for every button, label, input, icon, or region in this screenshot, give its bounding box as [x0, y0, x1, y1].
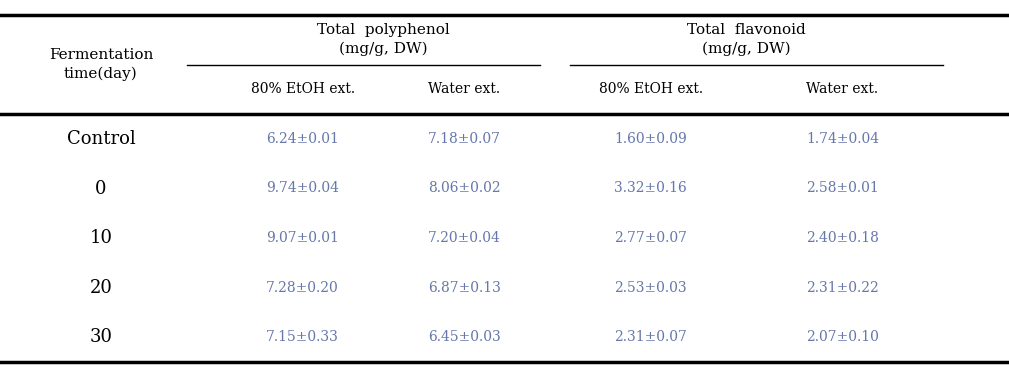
Text: 80% EtOH ext.: 80% EtOH ext. — [598, 83, 703, 97]
Text: Water ext.: Water ext. — [428, 83, 500, 97]
Text: 80% EtOH ext.: 80% EtOH ext. — [250, 83, 355, 97]
Text: Fermentation
time(day): Fermentation time(day) — [48, 48, 153, 81]
Text: 6.45±0.03: 6.45±0.03 — [428, 330, 500, 344]
Text: 2.31±0.22: 2.31±0.22 — [806, 280, 879, 294]
Text: 7.15±0.33: 7.15±0.33 — [266, 330, 339, 344]
Text: 1.60±0.09: 1.60±0.09 — [614, 132, 687, 146]
Text: Total  polyphenol
(mg/g, DW): Total polyphenol (mg/g, DW) — [317, 23, 450, 56]
Text: Control: Control — [67, 130, 135, 148]
Text: 7.20±0.04: 7.20±0.04 — [428, 231, 500, 245]
Text: 10: 10 — [90, 229, 112, 247]
Text: 2.53±0.03: 2.53±0.03 — [614, 280, 687, 294]
Text: 8.06±0.02: 8.06±0.02 — [428, 181, 500, 196]
Text: 0: 0 — [95, 179, 107, 198]
Text: 20: 20 — [90, 279, 112, 297]
Text: 9.74±0.04: 9.74±0.04 — [266, 181, 339, 196]
Text: 2.40±0.18: 2.40±0.18 — [806, 231, 879, 245]
Text: 2.07±0.10: 2.07±0.10 — [806, 330, 879, 344]
Text: 7.28±0.20: 7.28±0.20 — [266, 280, 339, 294]
Text: 30: 30 — [90, 328, 112, 346]
Text: Total  flavonoid
(mg/g, DW): Total flavonoid (mg/g, DW) — [687, 23, 806, 56]
Text: 6.24±0.01: 6.24±0.01 — [266, 132, 339, 146]
Text: 7.18±0.07: 7.18±0.07 — [428, 132, 500, 146]
Text: 1.74±0.04: 1.74±0.04 — [806, 132, 879, 146]
Text: Water ext.: Water ext. — [806, 83, 879, 97]
Text: 9.07±0.01: 9.07±0.01 — [266, 231, 339, 245]
Text: 2.58±0.01: 2.58±0.01 — [806, 181, 879, 196]
Text: 2.31±0.07: 2.31±0.07 — [614, 330, 687, 344]
Text: 6.87±0.13: 6.87±0.13 — [428, 280, 500, 294]
Text: 3.32±0.16: 3.32±0.16 — [614, 181, 687, 196]
Text: 2.77±0.07: 2.77±0.07 — [614, 231, 687, 245]
